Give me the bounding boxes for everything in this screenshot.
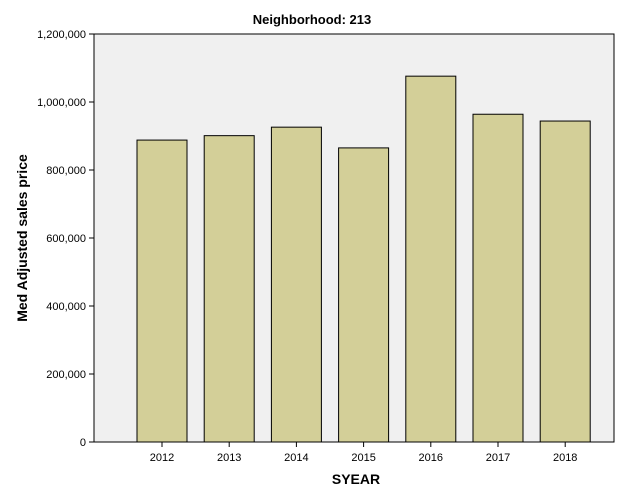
y-tick-label: 1,000,000 — [37, 97, 86, 109]
x-tick-label: 2014 — [284, 452, 308, 464]
x-tick-label: 2017 — [486, 452, 510, 464]
bar-2016 — [405, 75, 457, 443]
y-axis-label: Med Adjusted sales price — [14, 154, 30, 322]
x-tick-label: 2012 — [150, 452, 174, 464]
y-tick-label: 600,000 — [46, 233, 86, 245]
bar-2012 — [136, 139, 188, 443]
bar-2015 — [338, 147, 390, 443]
y-tick-label: 800,000 — [46, 165, 86, 177]
x-tick-label: 2016 — [419, 452, 443, 464]
x-tick-label: 2015 — [351, 452, 375, 464]
x-axis: 2012 2013 2014 2015 2016 2017 2018 — [150, 442, 577, 464]
x-tick-label: 2018 — [553, 452, 577, 464]
y-tick-label: 1,200,000 — [37, 29, 86, 41]
x-tick-label: 2013 — [217, 452, 241, 464]
chart-title: Neighborhood: 213 — [253, 12, 371, 27]
bar-2013 — [203, 135, 255, 443]
y-tick-label: 400,000 — [46, 301, 86, 313]
bar-2018 — [539, 120, 591, 443]
x-axis-label: SYEAR — [332, 471, 380, 487]
y-tick-label: 200,000 — [46, 369, 86, 381]
y-axis: 0 200,000 400,000 600,000 800,000 1,000,000 1,… — [37, 29, 94, 449]
y-tick-label: 0 — [80, 437, 86, 449]
bars-group — [136, 75, 591, 443]
bar-2014 — [270, 126, 322, 443]
bar-2017 — [472, 113, 524, 443]
